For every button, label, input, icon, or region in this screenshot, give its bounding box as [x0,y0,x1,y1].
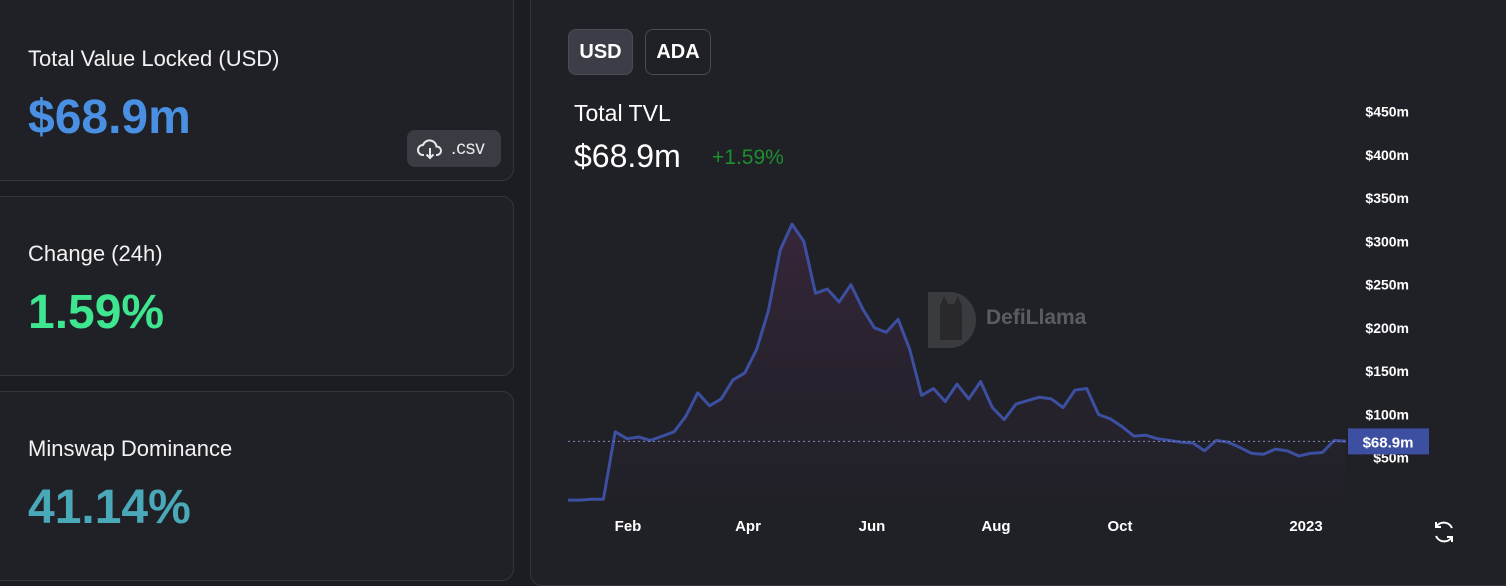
tvl-chart: $50m$100m$150m$200m$250m$300m$350m$400m$… [568,104,1429,535]
tvl-series-line [568,222,1347,502]
dominance-label: Minswap Dominance [28,436,233,461]
csv-label: .csv [451,137,485,159]
y-tick-label: $100m [1365,406,1409,422]
dominance-card [0,391,514,581]
y-tick-label: $150m [1365,363,1409,379]
change-value: 1.59% [28,286,165,339]
watermark-text: DefiLlama [986,306,1087,329]
x-tick-label: Aug [981,518,1010,535]
chart-title: Total TVL [574,100,671,126]
y-tick-label: $250m [1365,277,1409,293]
x-tick-label: 2023 [1289,518,1322,535]
ada-toggle-button[interactable]: ADA [645,29,711,75]
tvl-label: Total Value Locked (USD) [28,46,280,71]
x-tick-label: Apr [735,518,761,535]
y-tick-label: $450m [1365,104,1409,120]
refresh-icon[interactable] [1430,518,1458,546]
chart-change: +1.59% [712,146,784,169]
x-tick-label: Jun [859,518,886,535]
llama-logo-icon [928,292,976,348]
dominance-value: 41.14% [28,481,191,534]
y-tick-label: $350m [1365,190,1409,206]
chart-current-value: $68.9m [574,138,681,174]
cloud-download-icon [417,138,442,159]
tvl-series-area [568,224,1346,501]
current-value-label: $68.9m [1363,434,1414,451]
current-value-badge [1348,428,1429,455]
usd-toggle-button[interactable]: USD [568,29,633,75]
tvl-value: $68.9m [28,91,191,144]
x-tick-label: Oct [1107,518,1132,535]
csv-download-button[interactable]: .csv [407,130,501,167]
change-label: Change (24h) [28,241,163,266]
defillama-watermark: DefiLlama [924,288,1086,348]
x-tick-label: Feb [615,518,642,535]
y-tick-label: $400m [1365,147,1409,163]
y-tick-label: $300m [1365,233,1409,249]
change-card [0,196,514,376]
y-tick-label: $200m [1365,320,1409,336]
